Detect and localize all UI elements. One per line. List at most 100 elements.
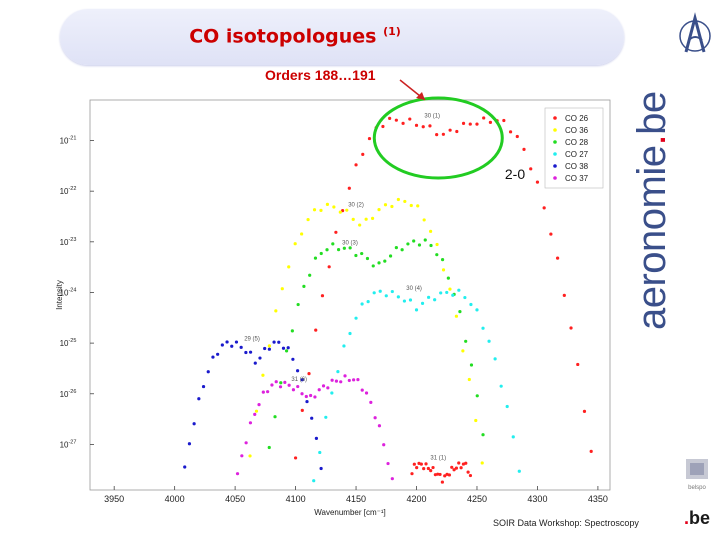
data-point-co-28 (267, 445, 271, 450)
data-point-co-36 (480, 461, 484, 465)
data-point-co-28 (296, 302, 300, 307)
legend-marker (553, 116, 557, 120)
data-point-co-26 (461, 121, 466, 125)
data-point-co-26 (502, 118, 506, 123)
y-tick-label: 10-25 (60, 338, 77, 348)
data-point-co-26 (435, 133, 439, 137)
legend-box (544, 107, 604, 189)
data-point-co-36 (377, 208, 381, 212)
data-point-co-36 (435, 242, 439, 247)
legend-label: CO 36 (565, 126, 589, 135)
data-point-co-28 (446, 276, 450, 280)
data-point-co-38 (248, 350, 253, 354)
data-point-co-38 (216, 352, 220, 356)
data-point-co-37 (309, 393, 313, 398)
data-point-co-38 (239, 345, 243, 349)
svg-text:belspo: belspo (688, 485, 706, 491)
data-point-co-36 (454, 314, 459, 318)
data-point-co-26-order-31- (415, 466, 419, 470)
data-point-co-26 (562, 293, 566, 297)
data-point-co-37 (244, 441, 248, 445)
data-point-co-27 (396, 295, 400, 299)
data-point-co-26 (529, 167, 533, 171)
page-title: CO isotopologues (1) (60, 25, 530, 47)
data-point-co-27 (487, 339, 491, 343)
data-point-co-38 (295, 369, 300, 373)
band-label: 2-0 (505, 166, 525, 182)
data-point-co-28 (475, 394, 479, 398)
data-point-co-26 (401, 121, 405, 125)
data-point-co-38 (272, 340, 276, 344)
data-point-co-37 (240, 454, 244, 458)
data-point-co-26-order-31- (450, 465, 454, 469)
legend-label: CO 37 (565, 174, 589, 183)
data-point-co-37 (313, 395, 317, 399)
legend-label: CO 26 (565, 114, 589, 123)
data-point-co-36 (261, 373, 265, 377)
data-point-co-28 (284, 349, 289, 353)
data-point-co-26 (455, 129, 459, 134)
data-point-co-27 (469, 302, 473, 307)
x-tick-label: 4250 (467, 494, 487, 504)
legend-marker (553, 164, 557, 168)
data-point-co-37 (283, 380, 287, 384)
data-point-co-27 (420, 301, 425, 305)
plot-frame (89, 99, 611, 491)
data-point-co-26 (327, 265, 331, 269)
title-text: CO isotopologues (189, 25, 377, 48)
legend-label: CO 27 (565, 150, 589, 159)
data-point-co-38 (230, 344, 234, 348)
data-point-co-36 (300, 232, 304, 236)
x-tick-label: 4200 (406, 494, 426, 504)
be-logo-text: be (689, 508, 711, 528)
data-point-co-28 (406, 242, 410, 246)
data-point-co-27 (451, 293, 455, 297)
data-point-co-37 (326, 386, 330, 390)
subtitle: Orders 188…191 (265, 67, 376, 83)
data-point-co-26 (542, 206, 546, 210)
order-annotation: 30 (1) (424, 114, 440, 120)
y-tick-label: 10-23 (60, 237, 77, 247)
data-point-co-38 (319, 466, 323, 471)
data-point-co-26 (508, 130, 513, 134)
data-point-co-37 (253, 412, 257, 416)
data-point-co-37 (270, 383, 274, 387)
data-point-co-36 (383, 203, 388, 207)
data-point-co-37 (343, 374, 347, 378)
data-point-co-28 (435, 253, 439, 257)
data-point-co-26 (555, 256, 560, 260)
data-point-co-28 (336, 248, 341, 252)
data-point-co-26 (576, 362, 580, 367)
data-point-co-37 (373, 416, 377, 420)
x-tick-label: 4100 (286, 494, 306, 504)
data-point-co-26-order-31- (464, 461, 468, 465)
data-point-co-27 (475, 308, 479, 312)
data-point-co-27 (433, 298, 437, 302)
data-point-co-26-order-31- (447, 473, 452, 477)
brand-part1: aeronomie (630, 145, 674, 330)
data-point-co-26 (394, 118, 398, 122)
data-point-co-27 (408, 298, 413, 302)
data-point-co-36 (364, 217, 368, 221)
order-annotation: 30 (3) (342, 240, 358, 246)
brand-part2: be (630, 91, 674, 135)
data-point-co-36 (370, 216, 375, 220)
data-point-co-37 (300, 392, 304, 396)
data-point-co-26-order-31- (468, 473, 473, 478)
footer-text: SOIR Data Workshop: Spectroscopy (493, 518, 639, 528)
data-point-co-36 (441, 268, 446, 272)
data-point-co-27 (378, 289, 382, 293)
x-tick-label: 4050 (225, 494, 245, 504)
brand-name: aeronomie.be (630, 91, 675, 330)
data-point-co-37 (352, 378, 356, 382)
data-point-co-36 (416, 204, 420, 208)
data-point-co-37 (390, 477, 394, 481)
data-point-co-36 (461, 349, 465, 353)
data-point-co-28 (348, 246, 352, 250)
data-point-co-27 (457, 288, 461, 292)
brand-dot: . (630, 134, 674, 146)
data-point-co-36 (448, 287, 452, 291)
data-point-co-37 (248, 421, 253, 425)
data-point-co-38 (267, 347, 271, 351)
data-point-co-26-order-31- (424, 462, 428, 466)
